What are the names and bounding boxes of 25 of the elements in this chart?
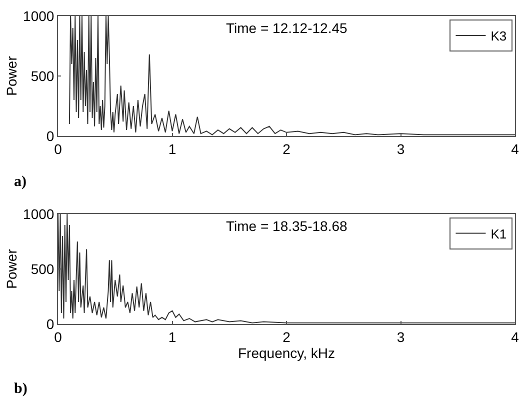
legend-label: K3 (490, 28, 507, 44)
y-tick-label: 1000 (23, 8, 54, 24)
x-tick-label: 4 (511, 328, 520, 345)
text: a) (14, 174, 26, 190)
x-tick-label: 1 (168, 140, 176, 157)
x-tick-label: 3 (396, 140, 405, 157)
y-tick-label: 500 (30, 68, 54, 84)
annotation: Time = 18.35-18.68 (226, 218, 348, 234)
x-tick-label: 4 (511, 140, 520, 157)
x-tick-label: 2 (282, 328, 291, 345)
x-axis-title: Frequency, kHz (238, 344, 335, 361)
line-series (58, 214, 515, 324)
y-axis-title: Power (4, 56, 20, 96)
x-tick-label: 1 (168, 328, 176, 345)
y-tick-label: 0 (46, 128, 54, 144)
y-tick-label: 0 (46, 316, 54, 332)
text: b) (14, 381, 28, 397)
legend-label: K1 (490, 226, 507, 242)
x-tick-label: 2 (282, 140, 291, 157)
y-tick-label: 500 (30, 260, 54, 277)
x-tick-label: 3 (396, 328, 405, 345)
y-axis-title: Power (4, 248, 20, 289)
line-series (68, 16, 515, 136)
annotation: Time = 12.12-12.45 (226, 20, 348, 36)
y-tick-label: 1000 (23, 206, 54, 222)
